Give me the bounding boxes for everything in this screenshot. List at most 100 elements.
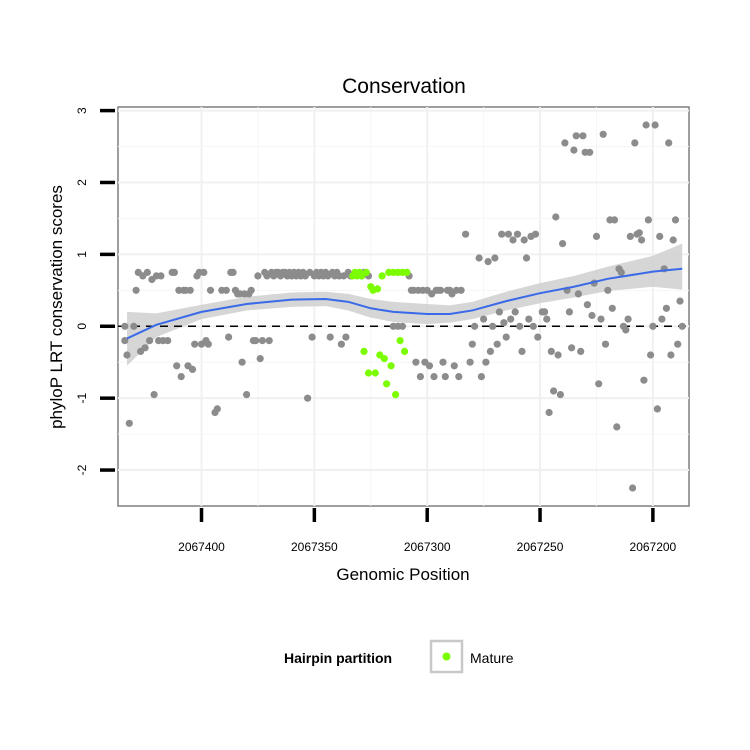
data-point — [495, 308, 503, 316]
data-point — [518, 347, 526, 355]
data-point — [206, 286, 215, 294]
data-point — [572, 132, 580, 140]
data-point — [252, 337, 260, 345]
y-axis-tick-label: 1 — [75, 251, 89, 258]
data-point — [177, 373, 185, 381]
data-point — [577, 347, 585, 355]
legend-key-mature — [442, 652, 451, 661]
data-point — [468, 340, 476, 348]
data-point — [583, 301, 592, 309]
data-point — [511, 308, 519, 316]
data-point — [631, 139, 639, 147]
data-point — [599, 130, 607, 138]
data-point — [678, 322, 686, 330]
axes: 2067400 2067350 2067300 2067250 2067200 -2 -1 0… — [75, 107, 677, 554]
data-point — [416, 373, 424, 381]
data-point-mature — [396, 337, 404, 345]
data-point — [486, 347, 494, 355]
data-point-mature — [401, 347, 409, 355]
data-point — [667, 351, 675, 359]
data-point — [638, 236, 646, 244]
data-point — [229, 268, 237, 276]
data-point — [439, 358, 447, 366]
y-axis-tick-label: -2 — [75, 464, 89, 475]
data-point — [543, 315, 551, 323]
x-axis-title: Genomic Position — [336, 565, 469, 584]
data-point — [489, 322, 497, 330]
data-point — [671, 216, 680, 224]
data-point — [164, 337, 172, 345]
data-point — [308, 333, 316, 341]
chart-title: Conservation — [342, 75, 466, 98]
data-point — [545, 408, 553, 417]
data-point — [588, 311, 596, 320]
data-point — [258, 337, 266, 345]
data-point — [326, 333, 334, 341]
data-point — [574, 290, 583, 298]
data-point — [170, 268, 178, 276]
data-point-mature — [403, 268, 411, 276]
data-point-mature — [387, 362, 395, 370]
y-axis-tick-label: -1 — [75, 393, 89, 404]
legend-label-mature: Mature — [470, 650, 514, 666]
grid-lines — [118, 107, 689, 506]
x-axis-tick-label: 2067200 — [630, 540, 677, 554]
data-point — [570, 146, 578, 154]
data-point — [561, 139, 569, 147]
y-axis-tick-label: 3 — [75, 107, 89, 114]
data-point — [552, 213, 560, 221]
data-point — [213, 405, 221, 413]
data-point — [455, 373, 463, 381]
data-point — [243, 391, 251, 399]
data-point — [610, 216, 619, 224]
data-point — [477, 373, 485, 381]
data-point-mature — [362, 268, 370, 276]
x-axis-tick-label: 2067400 — [178, 540, 225, 554]
data-points — [121, 121, 686, 492]
data-point — [662, 304, 671, 312]
data-point-mature — [360, 347, 368, 355]
legend-title: Hairpin partition — [284, 650, 392, 666]
confidence-band-area — [127, 243, 683, 366]
data-point — [430, 373, 438, 381]
data-point — [471, 322, 479, 330]
data-point — [617, 268, 625, 276]
data-point — [554, 351, 562, 359]
x-axis-tick-label: 2067350 — [291, 540, 338, 554]
data-point — [121, 322, 129, 330]
data-point — [522, 254, 531, 262]
smooth-trend-line — [126, 267, 683, 340]
data-point — [441, 373, 449, 381]
data-point-mature — [378, 272, 386, 280]
data-point — [547, 347, 555, 355]
data-point — [644, 216, 653, 224]
data-point — [141, 344, 149, 352]
data-point — [130, 322, 138, 330]
data-point — [509, 236, 517, 244]
legend: Hairpin partition Mature — [284, 639, 514, 674]
data-point — [457, 286, 465, 294]
data-point — [480, 315, 488, 323]
data-point — [568, 344, 576, 352]
data-point — [507, 315, 515, 323]
data-point — [513, 230, 522, 238]
data-point — [150, 391, 158, 399]
data-point — [595, 380, 603, 388]
data-point — [121, 337, 129, 345]
data-point — [254, 272, 262, 280]
data-point — [665, 139, 673, 147]
data-point — [565, 308, 574, 316]
data-point — [559, 240, 567, 248]
data-point — [622, 326, 630, 334]
data-point — [412, 358, 420, 366]
data-point — [256, 355, 264, 363]
data-point — [597, 315, 605, 323]
data-point — [531, 230, 540, 238]
data-point — [186, 286, 194, 294]
data-point — [238, 358, 246, 366]
data-point — [653, 405, 662, 413]
data-point — [191, 340, 199, 348]
data-point — [143, 268, 151, 276]
data-point — [450, 362, 458, 370]
